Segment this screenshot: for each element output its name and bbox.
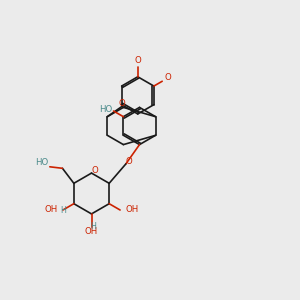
Text: HO: HO — [99, 105, 112, 114]
Text: OH: OH — [125, 206, 139, 214]
Text: OH: OH — [84, 227, 98, 236]
Text: H: H — [90, 222, 96, 231]
Text: O: O — [119, 99, 126, 108]
Text: HO: HO — [35, 158, 48, 167]
Text: O: O — [164, 74, 171, 82]
Text: O: O — [125, 157, 132, 166]
Text: O: O — [92, 166, 98, 175]
Text: OH: OH — [44, 206, 58, 214]
Text: O: O — [134, 56, 141, 65]
Text: H: H — [60, 206, 66, 215]
